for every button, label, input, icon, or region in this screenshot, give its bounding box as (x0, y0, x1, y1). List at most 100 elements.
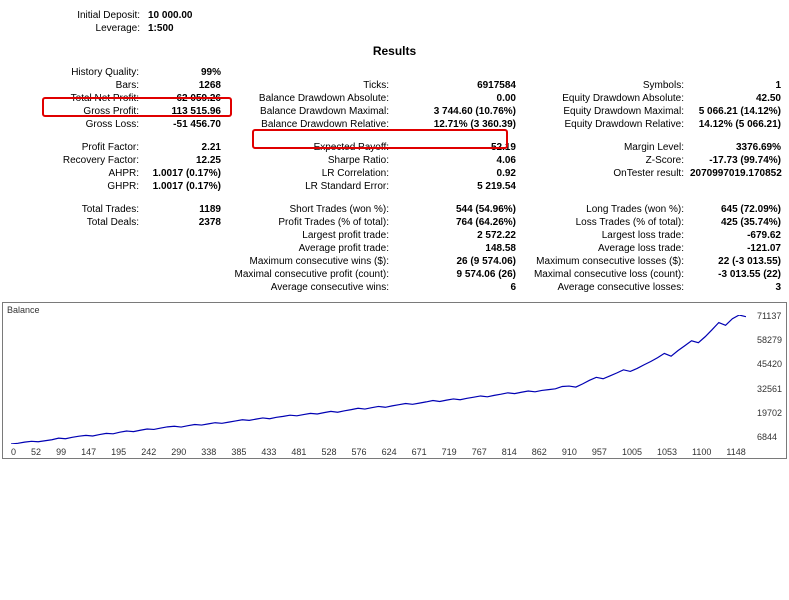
stat-value: 0.00 (395, 92, 520, 105)
results-grid: History Quality:99%Bars:1268Ticks:691758… (0, 66, 789, 294)
stat-value: 12.25 (145, 154, 225, 167)
stat-label: Z-Score: (520, 154, 690, 167)
stat-value: 52.19 (395, 141, 520, 154)
stat-value: -17.73 (99.74%) (690, 154, 785, 167)
stat-label: Total Trades: (0, 203, 145, 216)
xtick: 1053 (657, 447, 677, 457)
stat-label: Balance Drawdown Maximal: (225, 105, 395, 118)
stat-label: Largest loss trade: (520, 229, 690, 242)
xtick: 242 (141, 447, 156, 457)
stat-label (520, 180, 690, 193)
stat-value: 544 (54.96%) (395, 203, 520, 216)
xtick: 910 (562, 447, 577, 457)
stat-label: Equity Drawdown Maximal: (520, 105, 690, 118)
stat-label: Equity Drawdown Absolute: (520, 92, 690, 105)
stat-label: Profit Factor: (0, 141, 145, 154)
stat-value (145, 255, 225, 268)
stat-value: 3376.69% (690, 141, 785, 154)
stat-value: -3 013.55 (22) (690, 268, 785, 281)
stat-label: Margin Level: (520, 141, 690, 154)
stat-value: 2.21 (145, 141, 225, 154)
stat-label (0, 229, 145, 242)
results-title: Results (0, 44, 789, 58)
stat-value: 113 515.96 (145, 105, 225, 118)
stat-label: Total Net Profit: (0, 92, 145, 105)
xtick: 719 (442, 447, 457, 457)
stat-value: 148.58 (395, 242, 520, 255)
stat-value: 14.12% (5 066.21) (690, 118, 785, 131)
ytick: 58279 (757, 335, 782, 345)
stat-value: 4.06 (395, 154, 520, 167)
stat-label: Loss Trades (% of total): (520, 216, 690, 229)
xtick: 957 (592, 447, 607, 457)
xtick: 1148 (726, 447, 745, 457)
stat-label: Total Deals: (0, 216, 145, 229)
stat-value: -121.07 (690, 242, 785, 255)
leverage-value: 1:500 (148, 23, 174, 34)
xtick: 862 (532, 447, 547, 457)
header-block: Initial Deposit: 10 000.00 Leverage: 1:5… (0, 0, 789, 34)
xtick: 338 (201, 447, 216, 457)
stat-label (520, 66, 690, 79)
stat-value: 42.50 (690, 92, 785, 105)
stat-label (0, 268, 145, 281)
stat-label: Average consecutive wins: (225, 281, 395, 294)
stat-label: OnTester result: (520, 167, 690, 180)
stat-label: Balance Drawdown Absolute: (225, 92, 395, 105)
ytick: 45420 (757, 359, 782, 369)
stat-value: 1.0017 (0.17%) (145, 180, 225, 193)
stat-value: 3 (690, 281, 785, 294)
stat-label: Ticks: (225, 79, 395, 92)
stat-label: Sharpe Ratio: (225, 154, 395, 167)
xtick: 767 (472, 447, 487, 457)
stat-value: 12.71% (3 360.39) (395, 118, 520, 131)
stat-label: Maximum consecutive wins ($): (225, 255, 395, 268)
xtick: 147 (81, 447, 96, 457)
ytick: 32561 (757, 384, 782, 394)
ytick: 19702 (757, 408, 782, 418)
stat-value: 3 744.60 (10.76%) (395, 105, 520, 118)
stat-label: LR Correlation: (225, 167, 395, 180)
chart-xaxis: 0529914719524229033838543348152857662467… (11, 447, 746, 457)
stat-value (145, 268, 225, 281)
stat-label: Bars: (0, 79, 145, 92)
ytick: 71137 (757, 311, 782, 321)
stat-value (690, 66, 785, 79)
stat-label: Maximal consecutive loss (count): (520, 268, 690, 281)
xtick: 1100 (692, 447, 711, 457)
stat-value: 1.0017 (0.17%) (145, 167, 225, 180)
stat-label (225, 66, 395, 79)
equity-line (11, 315, 746, 444)
xtick: 0 (11, 447, 16, 457)
stat-label: Expected Payoff: (225, 141, 395, 154)
stat-label: Equity Drawdown Relative: (520, 118, 690, 131)
stat-label: Average consecutive losses: (520, 281, 690, 294)
leverage-label: Leverage: (0, 23, 148, 34)
stat-label: Long Trades (won %): (520, 203, 690, 216)
stat-label: Short Trades (won %): (225, 203, 395, 216)
stat-value: 22 (-3 013.55) (690, 255, 785, 268)
stat-value (145, 229, 225, 242)
xtick: 576 (352, 447, 367, 457)
stat-value (145, 281, 225, 294)
xtick: 671 (412, 447, 427, 457)
stat-value: 425 (35.74%) (690, 216, 785, 229)
chart-title: Balance (7, 305, 40, 315)
stat-label: Largest profit trade: (225, 229, 395, 242)
balance-chart: Balance 71137582794542032561197026844 05… (2, 302, 787, 459)
stat-label: Balance Drawdown Relative: (225, 118, 395, 131)
stat-value: 2378 (145, 216, 225, 229)
stat-label: Recovery Factor: (0, 154, 145, 167)
xtick: 385 (231, 447, 246, 457)
stat-label: Average loss trade: (520, 242, 690, 255)
xtick: 290 (171, 447, 186, 457)
stat-value: 26 (9 574.06) (395, 255, 520, 268)
stat-value: 5 219.54 (395, 180, 520, 193)
stat-label: History Quality: (0, 66, 145, 79)
stat-label: Gross Loss: (0, 118, 145, 131)
stat-value: 1189 (145, 203, 225, 216)
stat-value (690, 180, 785, 193)
stat-label: Maximum consecutive losses ($): (520, 255, 690, 268)
stat-label: LR Standard Error: (225, 180, 395, 193)
xtick: 52 (31, 447, 41, 457)
